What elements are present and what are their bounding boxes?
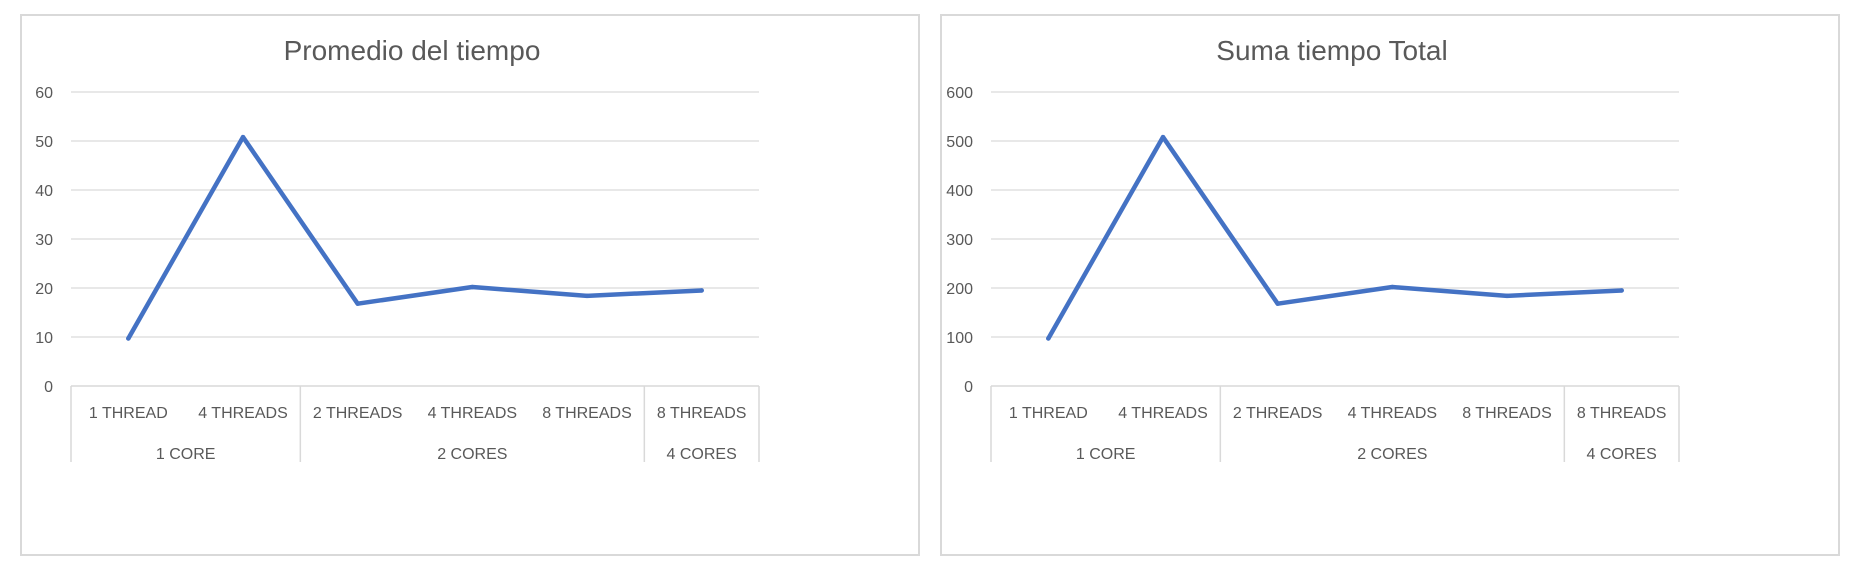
group-label: 2 CORES	[1357, 446, 1427, 463]
data-point	[584, 293, 590, 299]
data-point	[1046, 336, 1051, 341]
data-point	[355, 301, 360, 306]
data-point	[470, 284, 475, 290]
y-tick-label: 40	[35, 183, 53, 200]
y-tick-label: 300	[946, 232, 973, 249]
y-tick-label: 600	[946, 85, 973, 102]
x-tick-label: 1 THREAD	[89, 405, 168, 422]
line-chart-suma-total: Suma tiempo Total 0 100 200 300 400 500 600 1 TH…	[946, 35, 1680, 463]
x-tick-label: 4 THREADS	[1348, 405, 1438, 422]
y-tick-label: 30	[35, 232, 53, 249]
chart-title: Suma tiempo Total	[1216, 35, 1447, 66]
x-tick-label: 8 THREADS	[542, 405, 632, 422]
x-tick-label: 8 THREADS	[1462, 405, 1552, 422]
y-tick-label: 50	[35, 134, 53, 151]
y-tick-label: 500	[946, 134, 973, 151]
y-tick-label: 20	[35, 281, 53, 298]
y-tick-label: 100	[946, 330, 973, 347]
y-tick-label: 10	[35, 330, 53, 347]
x-tick-label: 8 THREADS	[1577, 405, 1667, 422]
y-tick-label: 60	[35, 85, 53, 102]
line-chart-promedio: Promedio del tiempo 0 10 20 30 40 50 60 1 THREAD…	[35, 35, 760, 463]
chart-panel-suma-total: Suma tiempo Total 0 100 200 300 400 500 600 1 TH…	[940, 14, 1840, 556]
chart-panel-promedio: Promedio del tiempo 0 10 20 30 40 50 60 1 THREAD…	[20, 14, 920, 556]
data-point	[1275, 301, 1280, 306]
group-label: 4 CORES	[1587, 446, 1657, 463]
x-tick-label: 2 THREADS	[1233, 405, 1323, 422]
data-point	[1390, 284, 1395, 290]
x-tick-label: 4 THREADS	[198, 405, 288, 422]
y-tick-label: 0	[964, 379, 973, 396]
series-line	[126, 134, 704, 341]
x-tick-label: 4 THREADS	[1118, 405, 1208, 422]
x-tick-label: 8 THREADS	[657, 405, 747, 422]
data-point	[240, 134, 246, 140]
group-label: 1 CORE	[1076, 446, 1136, 463]
x-tick-label: 1 THREAD	[1009, 405, 1088, 422]
x-tick-label: 4 THREADS	[428, 405, 518, 422]
y-tick-label: 400	[946, 183, 973, 200]
series-line	[1046, 134, 1624, 341]
y-tick-label: 200	[946, 281, 973, 298]
data-point	[699, 288, 704, 293]
chart-title: Promedio del tiempo	[284, 35, 541, 66]
group-label: 2 CORES	[437, 446, 507, 463]
data-point	[126, 336, 131, 341]
group-label: 4 CORES	[667, 446, 737, 463]
data-point	[1504, 293, 1510, 299]
y-tick-label: 0	[44, 379, 53, 396]
group-label: 1 CORE	[156, 446, 216, 463]
data-point	[1160, 134, 1166, 140]
data-point	[1619, 288, 1624, 293]
x-tick-label: 2 THREADS	[313, 405, 403, 422]
